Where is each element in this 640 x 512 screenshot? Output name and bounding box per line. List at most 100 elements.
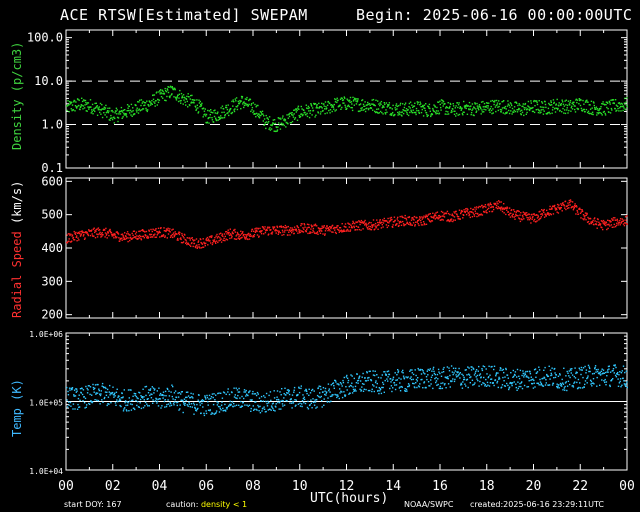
data-point bbox=[260, 230, 262, 232]
data-point bbox=[134, 408, 136, 411]
data-point bbox=[223, 237, 225, 239]
data-point bbox=[420, 111, 423, 114]
data-point bbox=[218, 392, 220, 394]
data-point bbox=[127, 233, 130, 235]
data-point bbox=[618, 221, 621, 224]
data-point bbox=[385, 109, 387, 111]
data-point bbox=[621, 105, 623, 108]
data-point bbox=[522, 372, 524, 375]
data-point bbox=[480, 113, 482, 115]
data-point bbox=[401, 371, 403, 373]
data-point bbox=[95, 392, 97, 394]
data-point bbox=[359, 388, 361, 390]
data-point bbox=[594, 217, 596, 219]
data-point bbox=[204, 396, 206, 398]
data-point bbox=[520, 212, 522, 214]
data-point bbox=[501, 369, 503, 371]
data-point bbox=[387, 105, 390, 107]
data-point bbox=[379, 390, 381, 392]
data-point bbox=[195, 106, 197, 108]
data-point bbox=[174, 401, 176, 403]
data-point bbox=[540, 384, 542, 386]
data-point bbox=[501, 207, 503, 210]
data-point bbox=[570, 372, 572, 374]
data-point bbox=[275, 228, 277, 231]
data-point bbox=[562, 383, 565, 385]
data-point bbox=[91, 103, 94, 106]
data-point bbox=[93, 107, 95, 110]
data-point bbox=[357, 98, 359, 100]
data-point bbox=[496, 104, 498, 106]
data-point bbox=[209, 240, 211, 242]
data-point bbox=[182, 235, 184, 238]
data-point bbox=[195, 109, 197, 111]
data-point bbox=[464, 369, 466, 371]
data-point bbox=[439, 219, 441, 221]
data-point bbox=[276, 129, 279, 131]
data-point bbox=[271, 233, 273, 235]
data-point bbox=[69, 234, 71, 237]
data-point bbox=[73, 239, 76, 241]
data-point bbox=[205, 238, 208, 240]
data-point bbox=[518, 108, 521, 110]
data-point bbox=[560, 104, 562, 106]
data-point bbox=[497, 206, 499, 208]
data-point bbox=[460, 106, 462, 109]
data-point bbox=[367, 108, 370, 111]
data-point bbox=[132, 395, 134, 397]
data-point bbox=[487, 203, 489, 205]
data-point bbox=[229, 228, 231, 230]
data-point bbox=[291, 114, 293, 116]
data-point bbox=[320, 106, 322, 108]
data-point bbox=[295, 228, 297, 230]
data-point bbox=[177, 239, 179, 241]
data-point bbox=[202, 238, 204, 240]
data-point bbox=[457, 374, 460, 376]
data-point bbox=[90, 401, 92, 403]
data-point bbox=[379, 104, 381, 107]
data-point bbox=[605, 103, 607, 106]
data-point bbox=[525, 107, 527, 109]
data-point bbox=[210, 236, 213, 239]
data-point bbox=[184, 234, 186, 236]
data-point bbox=[95, 106, 97, 109]
data-point bbox=[611, 370, 613, 372]
data-point bbox=[134, 394, 136, 397]
data-point bbox=[382, 383, 385, 385]
data-point bbox=[571, 108, 574, 110]
data-point bbox=[604, 114, 607, 116]
data-point bbox=[468, 367, 470, 369]
data-point bbox=[499, 102, 501, 105]
data-point bbox=[511, 383, 513, 385]
data-point bbox=[612, 378, 614, 380]
data-point bbox=[252, 235, 254, 237]
data-point bbox=[295, 399, 297, 401]
data-point bbox=[471, 211, 473, 213]
data-point bbox=[330, 226, 332, 228]
data-point bbox=[127, 107, 129, 109]
data-point bbox=[363, 108, 365, 111]
data-point bbox=[101, 108, 103, 110]
data-point bbox=[92, 383, 94, 386]
data-point bbox=[305, 104, 307, 106]
data-point bbox=[586, 213, 588, 215]
data-point bbox=[100, 393, 102, 395]
data-point bbox=[289, 234, 291, 236]
data-point bbox=[468, 374, 471, 376]
data-point bbox=[516, 111, 519, 113]
data-point bbox=[491, 99, 494, 102]
data-point bbox=[626, 386, 628, 389]
data-point bbox=[601, 114, 603, 116]
data-point bbox=[169, 236, 172, 238]
data-point bbox=[611, 379, 613, 381]
data-point bbox=[391, 390, 393, 393]
data-point bbox=[569, 383, 571, 386]
data-point bbox=[536, 220, 538, 222]
x-tick-label: 10 bbox=[292, 479, 308, 494]
data-point bbox=[307, 400, 309, 403]
data-point bbox=[343, 225, 345, 228]
data-point bbox=[255, 394, 258, 397]
data-point bbox=[453, 113, 456, 115]
data-point bbox=[449, 213, 451, 216]
data-point bbox=[310, 399, 312, 401]
